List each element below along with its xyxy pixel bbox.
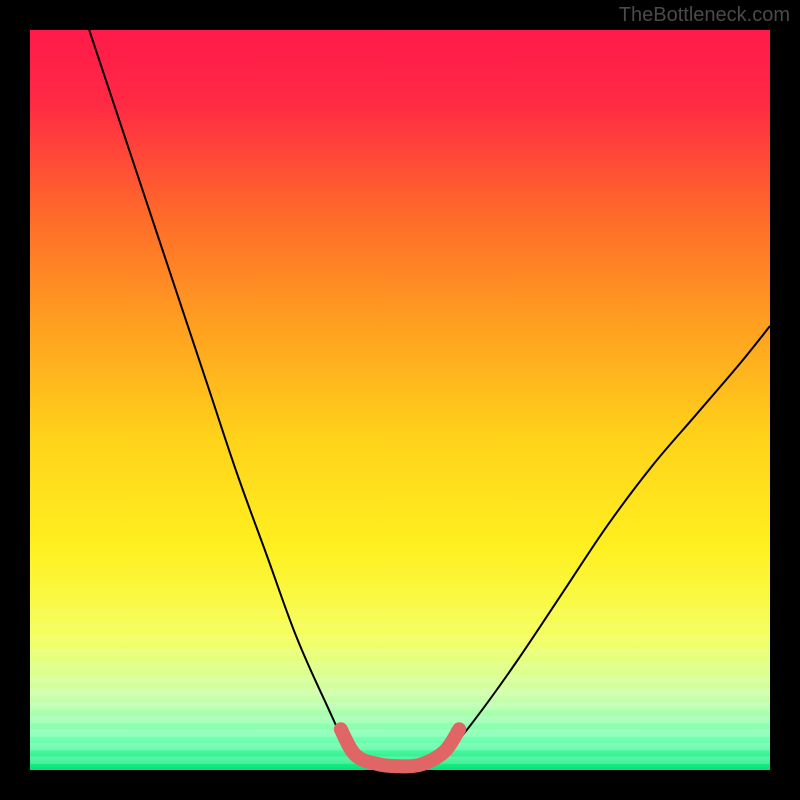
gradient-band: [30, 702, 770, 709]
bottleneck-curve-chart: [0, 0, 800, 800]
gradient-band: [30, 689, 770, 696]
gradient-band: [30, 675, 770, 682]
gradient-band: [30, 729, 770, 736]
gradient-band: [30, 648, 770, 655]
gradient-band: [30, 716, 770, 723]
chart-background: [30, 30, 770, 770]
chart-svg: [0, 0, 800, 800]
gradient-band: [30, 743, 770, 750]
gradient-band: [30, 634, 770, 641]
watermark-text: TheBottleneck.com: [619, 4, 790, 27]
gradient-band: [30, 661, 770, 668]
gradient-band: [30, 607, 770, 614]
gradient-band: [30, 621, 770, 628]
